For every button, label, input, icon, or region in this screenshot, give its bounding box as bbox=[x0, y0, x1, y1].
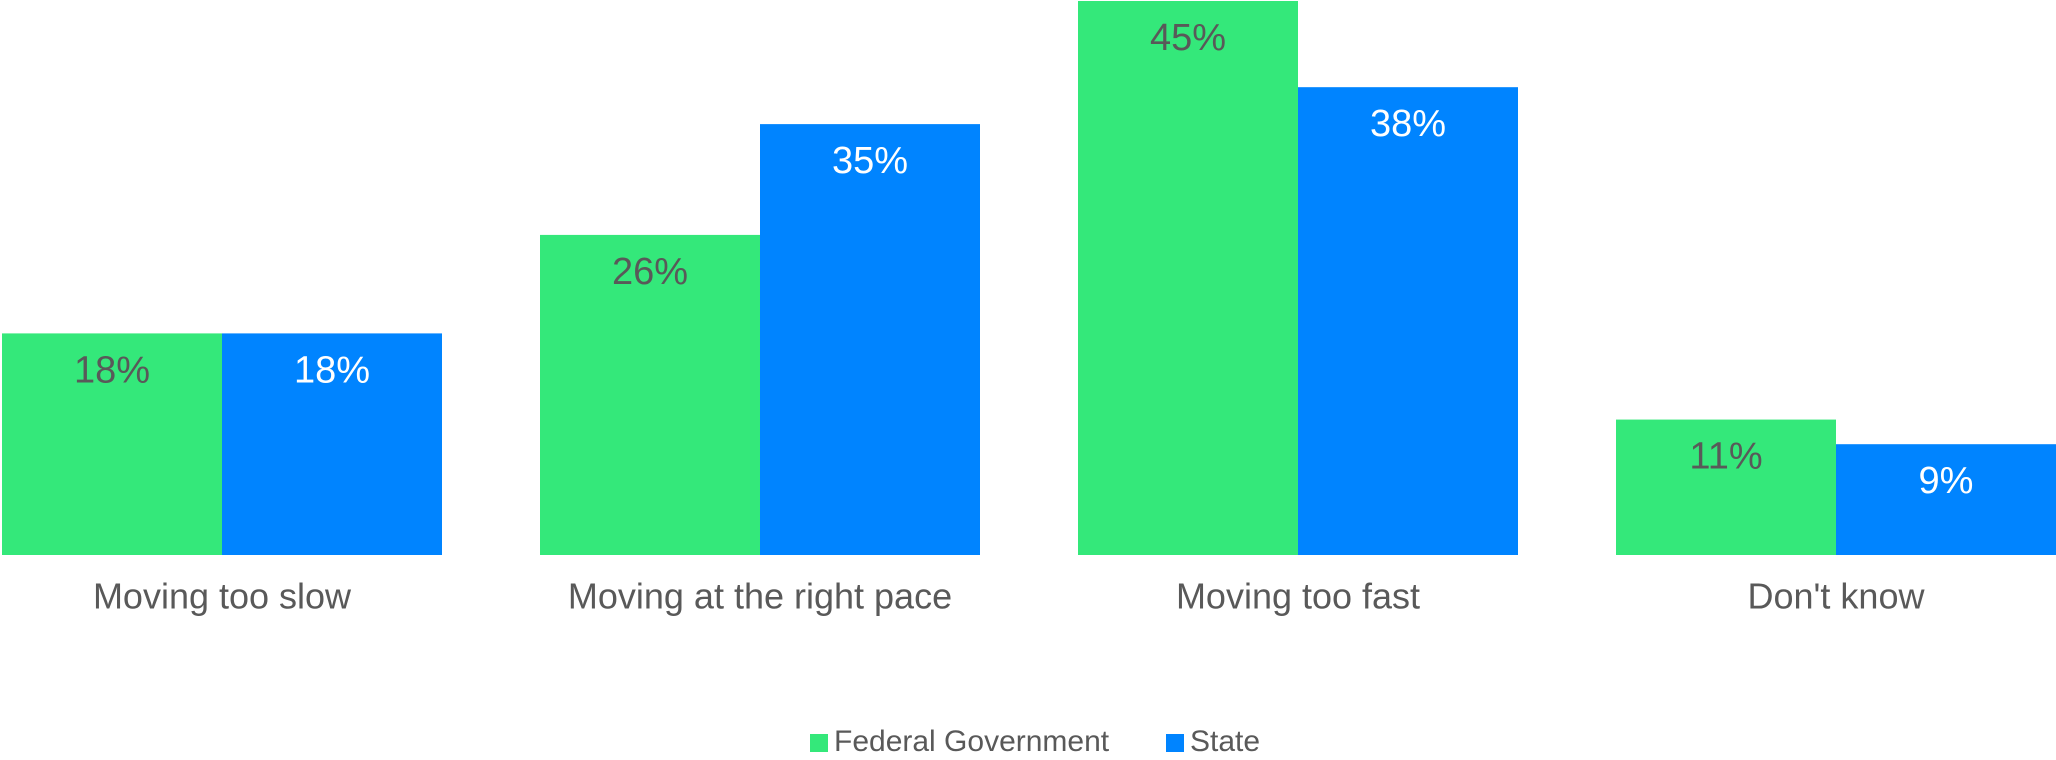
bar bbox=[1298, 87, 1518, 555]
bar bbox=[540, 234, 760, 555]
data-label: 45% bbox=[1150, 17, 1226, 59]
data-label: 9% bbox=[1919, 460, 1974, 502]
x-tick-label: Moving at the right pace bbox=[568, 576, 952, 617]
data-label: 26% bbox=[612, 251, 688, 293]
data-label: 38% bbox=[1370, 103, 1446, 145]
data-label: 18% bbox=[74, 349, 150, 391]
bar bbox=[1616, 419, 1836, 555]
bar bbox=[1836, 444, 2056, 555]
bar bbox=[2, 333, 222, 555]
legend-swatch bbox=[1166, 734, 1184, 752]
x-tick-label: Don't know bbox=[1748, 576, 1926, 617]
bar bbox=[222, 333, 442, 555]
data-label: 18% bbox=[294, 349, 370, 391]
legend-label: Federal Government bbox=[834, 725, 1110, 758]
x-tick-label: Moving too slow bbox=[93, 576, 352, 617]
legend-label: State bbox=[1190, 725, 1260, 758]
bar bbox=[1078, 1, 1298, 555]
x-tick-label: Moving too fast bbox=[1176, 576, 1420, 617]
bar bbox=[760, 124, 980, 555]
data-label: 35% bbox=[832, 140, 908, 182]
legend-swatch bbox=[810, 734, 828, 752]
data-label: 11% bbox=[1689, 436, 1762, 478]
